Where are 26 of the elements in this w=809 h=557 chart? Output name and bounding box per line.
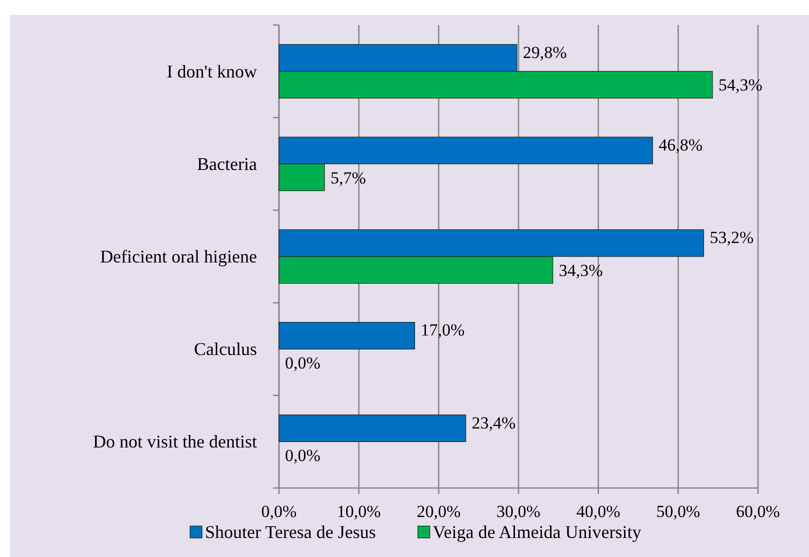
- data-label: 53,2%: [710, 228, 754, 248]
- legend-label: Veiga de Almeida University: [432, 522, 642, 542]
- x-tick-label: 0,0%: [261, 502, 297, 521]
- y-tick-label: Do not visit the dentist: [93, 432, 257, 452]
- data-label: 17,0%: [420, 320, 465, 340]
- data-label: 34,3%: [558, 260, 603, 280]
- bar: [278, 322, 416, 350]
- data-label: 23,4%: [472, 413, 516, 432]
- data-label: 0,0%: [285, 354, 320, 373]
- x-tick-label: 30,0%: [496, 502, 540, 521]
- x-tick-label: 20,0%: [416, 502, 461, 521]
- bar: [278, 414, 466, 442]
- y-tick-label: Deficient oral higiene: [100, 246, 257, 266]
- data-label: 0,0%: [285, 446, 320, 466]
- x-tick-label: 50,0%: [656, 502, 700, 521]
- x-tick-label: 40,0%: [576, 502, 620, 521]
- data-label: 54,3%: [718, 76, 762, 95]
- data-label: 46,8%: [658, 135, 703, 154]
- y-tick-label: Calculus: [194, 339, 257, 360]
- x-tick-label: 10,0%: [336, 502, 381, 521]
- data-label: 5,7%: [330, 168, 366, 188]
- y-tick-label: Bacteria: [197, 154, 257, 174]
- y-tick-label: I don't know: [166, 61, 257, 82]
- x-tick-label: 60,0%: [736, 502, 780, 521]
- legend-label: Shouter Teresa de Jesus: [205, 522, 376, 542]
- data-label: 29,8%: [522, 42, 567, 62]
